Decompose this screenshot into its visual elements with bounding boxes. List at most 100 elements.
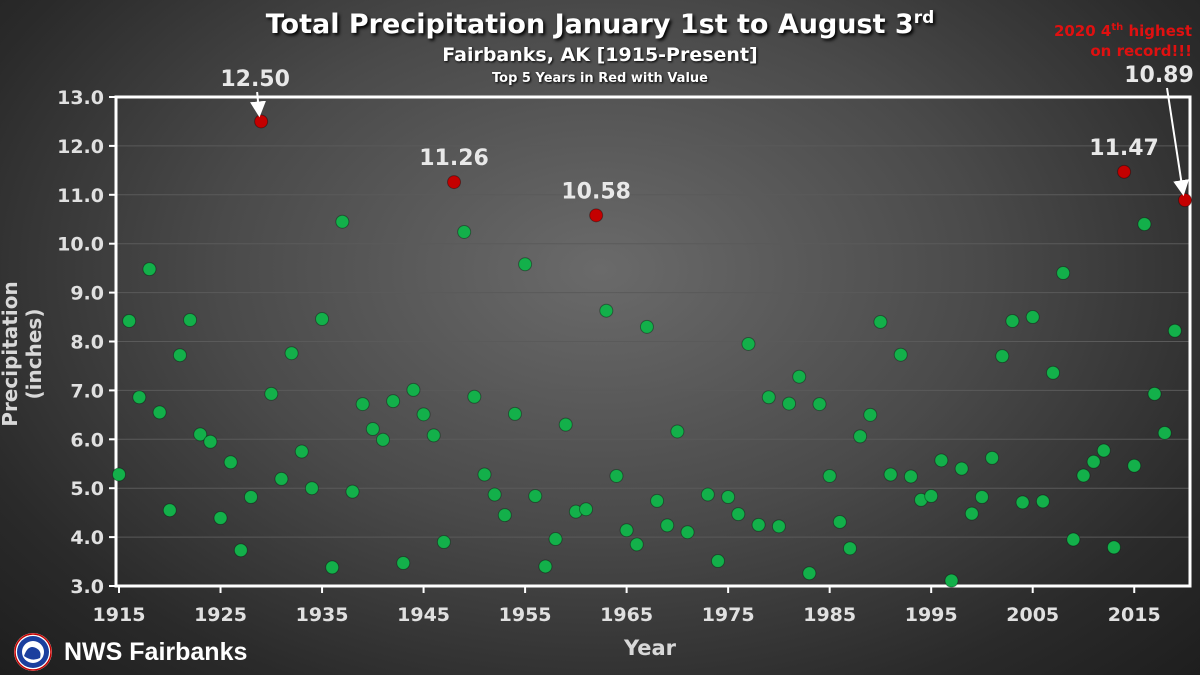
data-point (416, 407, 431, 422)
x-tick-label: 1945 (397, 604, 450, 626)
nws-logo-icon[interactable] (12, 632, 54, 672)
data-point (1157, 425, 1172, 440)
data-point (751, 517, 766, 532)
data-point (782, 396, 797, 411)
data-point (375, 432, 390, 447)
data-point (315, 312, 330, 327)
data-point (944, 573, 959, 588)
data-point (579, 502, 594, 517)
data-point (680, 525, 695, 540)
data-point (1086, 454, 1101, 469)
chart-title: Total Precipitation January 1st to Augus… (265, 8, 935, 40)
data-point (518, 257, 533, 272)
data-point (386, 394, 401, 409)
chart-subsubtitle: Top 5 Years in Red with Value (492, 71, 708, 86)
data-point (487, 487, 502, 502)
data-point (700, 487, 715, 502)
data-point (1025, 310, 1040, 325)
data-point (436, 534, 451, 549)
data-point (193, 427, 208, 442)
data-point (548, 532, 563, 547)
record-note: 2020 4th highest on record!!! (1053, 22, 1192, 60)
y-tick-label: 12.0 (57, 136, 104, 158)
data-point (243, 490, 258, 505)
x-tick-label: 1955 (499, 604, 552, 626)
data-point (213, 511, 228, 526)
data-point (528, 489, 543, 504)
y-axis-ticks: 3.0 4.0 5.0 6.0 7.0 8.0 9.0 10.0 11.0 12.0 13.0 (57, 87, 116, 598)
data-point (304, 481, 319, 496)
data-point (599, 303, 614, 318)
y-tick-label: 13.0 (57, 87, 104, 109)
x-tick-label: 1915 (93, 604, 146, 626)
x-tick-label: 1995 (905, 604, 958, 626)
y-tick-label: 4.0 (70, 527, 104, 549)
data-point (122, 313, 137, 328)
data-point (974, 490, 989, 505)
data-point (365, 422, 380, 437)
data-point (731, 507, 746, 522)
data-point (903, 469, 918, 484)
value-label: 11.26 (419, 146, 489, 171)
y-tick-label: 5.0 (70, 478, 104, 500)
top-year-point (589, 208, 604, 223)
data-point (172, 348, 187, 363)
value-label: 10.89 (1124, 63, 1194, 88)
data-point (832, 514, 847, 529)
data-point (1046, 365, 1061, 380)
top-year-point (1178, 193, 1192, 208)
data-point (995, 349, 1010, 364)
x-axis-label: Year (623, 636, 677, 660)
data-point (1056, 266, 1071, 281)
data-point (771, 519, 786, 534)
data-point (873, 314, 888, 329)
data-point (162, 503, 177, 518)
data-point (183, 312, 198, 327)
y-tick-label: 8.0 (70, 332, 104, 354)
data-point (639, 319, 654, 334)
data-point (1066, 532, 1081, 547)
chart-subtitle: Fairbanks, AK [1915-Present] (442, 44, 758, 66)
data-point (660, 518, 675, 533)
data-point (802, 566, 817, 581)
data-point (345, 484, 360, 499)
data-point (274, 471, 289, 486)
data-point (1005, 313, 1020, 328)
data-point (112, 467, 126, 482)
x-tick-label: 1985 (803, 604, 856, 626)
value-labels: 12.50 11.26 10.58 11.47 10.89 (220, 63, 1193, 204)
data-point (964, 506, 979, 521)
y-tick-label: 9.0 (70, 283, 104, 305)
y-tick-label: 3.0 (70, 576, 104, 598)
data-point (853, 429, 868, 444)
y-axis-label: Precipitation (inches) (0, 281, 46, 427)
data-point (1127, 458, 1142, 473)
data-point (883, 467, 898, 482)
data-point (1167, 323, 1182, 338)
data-point (761, 390, 776, 405)
data-point (426, 428, 441, 443)
data-point (863, 407, 878, 422)
data-point (294, 444, 309, 459)
data-point (558, 417, 573, 432)
data-point (284, 346, 299, 361)
data-point (406, 382, 421, 397)
data-point (710, 554, 725, 569)
data-point (203, 434, 218, 449)
data-point (629, 537, 644, 552)
grid-lines (116, 145, 1190, 538)
y-tick-label: 10.0 (57, 234, 104, 256)
y-tick-label: 7.0 (70, 380, 104, 402)
data-point (924, 489, 939, 504)
data-point (1147, 386, 1162, 401)
data-point (355, 397, 370, 412)
x-axis-ticks: 1915 1925 1935 1945 1955 1965 1975 1985 1995 2005… (93, 586, 1161, 626)
data-point (335, 214, 350, 229)
data-point (142, 262, 157, 277)
data-point (893, 347, 908, 362)
y-tick-label: 6.0 (70, 429, 104, 451)
data-point (985, 450, 1000, 465)
data-point (792, 369, 807, 384)
data-point (1137, 217, 1152, 232)
data-point (609, 468, 624, 483)
